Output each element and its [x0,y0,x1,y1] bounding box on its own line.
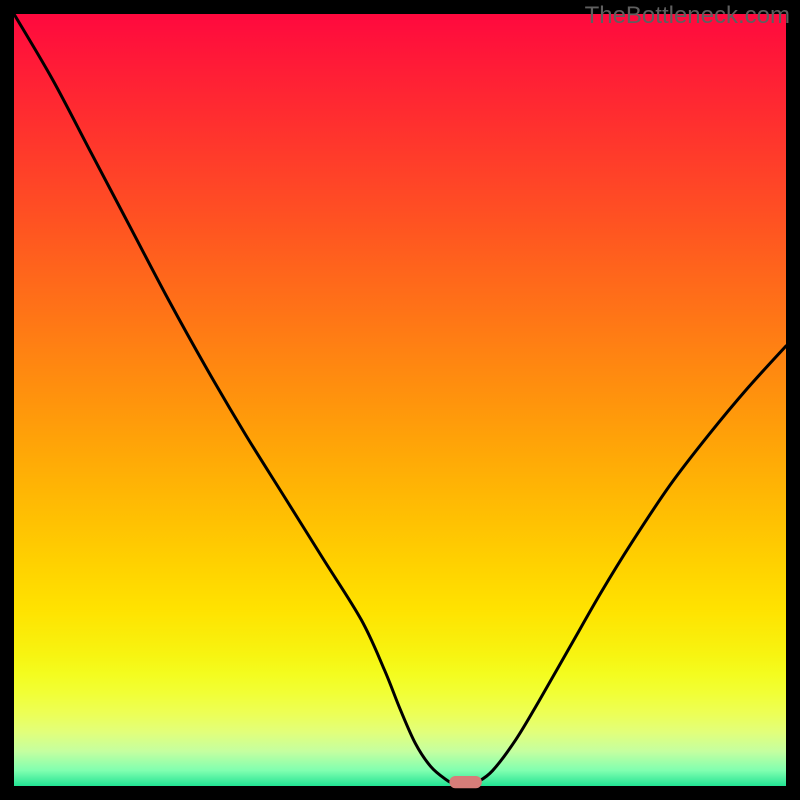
chart-container: TheBottleneck.com [0,0,800,800]
plot-background [14,14,786,786]
bottleneck-curve-chart [0,0,800,800]
optimum-marker [449,776,481,788]
watermark-text: TheBottleneck.com [585,2,790,30]
